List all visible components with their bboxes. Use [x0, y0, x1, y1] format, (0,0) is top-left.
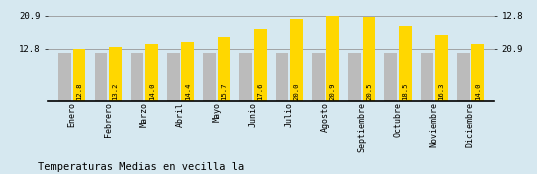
- Text: 14.4: 14.4: [185, 82, 191, 100]
- Bar: [146, 44, 158, 101]
- Bar: [95, 53, 107, 101]
- Text: Temperaturas Medias en vecilla la: Temperaturas Medias en vecilla la: [38, 162, 244, 172]
- Bar: [240, 53, 252, 101]
- Text: 12.8: 12.8: [76, 82, 82, 100]
- Text: 14.0: 14.0: [475, 82, 481, 100]
- Bar: [399, 26, 411, 101]
- Bar: [203, 53, 216, 101]
- Bar: [217, 37, 230, 101]
- Text: 14.0: 14.0: [149, 82, 155, 100]
- Bar: [182, 42, 194, 101]
- Bar: [362, 17, 375, 101]
- Bar: [471, 44, 484, 101]
- Bar: [326, 16, 339, 101]
- Text: 20.9: 20.9: [330, 82, 336, 100]
- Bar: [131, 53, 143, 101]
- Text: 20.5: 20.5: [366, 82, 372, 100]
- Bar: [420, 53, 433, 101]
- Bar: [348, 53, 361, 101]
- Text: 18.5: 18.5: [402, 82, 408, 100]
- Text: 17.6: 17.6: [257, 82, 263, 100]
- Bar: [457, 53, 469, 101]
- Text: 15.7: 15.7: [221, 82, 227, 100]
- Bar: [59, 53, 71, 101]
- Bar: [109, 47, 122, 101]
- Bar: [312, 53, 325, 101]
- Bar: [384, 53, 397, 101]
- Bar: [275, 53, 288, 101]
- Text: 13.2: 13.2: [112, 82, 118, 100]
- Text: 20.0: 20.0: [294, 82, 300, 100]
- Bar: [254, 29, 267, 101]
- Bar: [73, 49, 85, 101]
- Text: 16.3: 16.3: [439, 82, 445, 100]
- Bar: [290, 19, 303, 101]
- Bar: [167, 53, 180, 101]
- Bar: [435, 35, 448, 101]
